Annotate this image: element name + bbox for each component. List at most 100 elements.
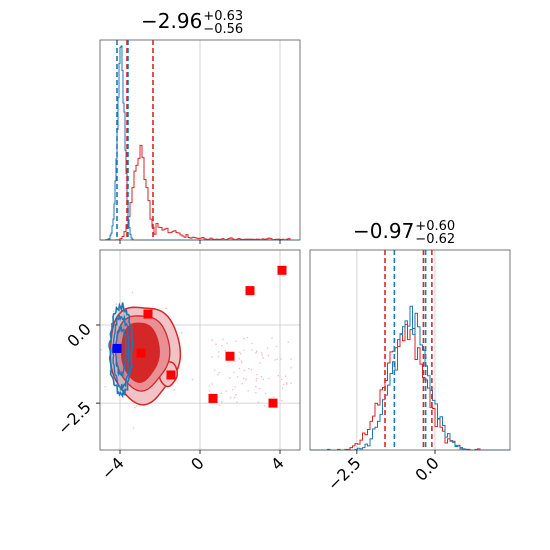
scatter-faint-point <box>266 347 269 350</box>
scatter-faint-point <box>135 405 138 407</box>
scatter-faint-point <box>262 357 265 359</box>
scatter-faint-point <box>239 353 242 355</box>
scatter-faint-point <box>290 366 293 369</box>
scatter-faint-point <box>233 396 236 399</box>
scatter-faint-point <box>173 389 175 391</box>
scatter-faint-point <box>208 385 210 387</box>
p2-red-histogram <box>310 323 510 451</box>
scatter-faint-point <box>256 373 258 376</box>
scatter-faint-point <box>238 358 240 360</box>
scatter-faint-point <box>112 310 115 313</box>
scatter-faint-point <box>251 342 253 345</box>
scatter-faint-point <box>211 383 213 385</box>
scatter-faint-point <box>255 385 257 388</box>
blue-contour-inner <box>114 323 127 377</box>
scatter-faint-point <box>235 340 238 343</box>
scatter-faint-point <box>191 378 194 381</box>
scatter-faint-point <box>208 390 211 392</box>
scatter-faint-point <box>240 361 243 364</box>
scatter-faint-point <box>243 337 245 340</box>
scatter-faint-point <box>220 392 223 394</box>
scatter-faint-point <box>267 377 270 380</box>
scatter-faint-point <box>260 375 263 378</box>
p12-xtick-label: 4 <box>267 453 288 474</box>
scatter-faint-point <box>245 378 247 381</box>
red-square-marker <box>245 286 255 296</box>
scatter-faint-point <box>236 376 239 378</box>
scatter-faint-point <box>290 382 292 384</box>
scatter-faint-point <box>247 390 249 392</box>
scatter-faint-point <box>256 377 258 380</box>
scatter-faint-point <box>262 378 265 381</box>
p2-xtick-label: −2.5 <box>324 453 365 494</box>
scatter-faint-point <box>132 427 135 429</box>
scatter-faint-point <box>217 356 220 358</box>
scatter-faint-point <box>213 369 216 372</box>
scatter-faint-point <box>104 385 106 388</box>
scatter-faint-point <box>281 387 284 390</box>
scatter-faint-point <box>255 391 257 394</box>
scatter-faint-point <box>238 351 241 353</box>
scatter-faint-point <box>218 371 221 374</box>
scatter-faint-point <box>259 362 262 364</box>
p1-grid <box>199 40 281 240</box>
scatter-faint-point <box>238 367 241 370</box>
scatter-faint-point <box>286 383 288 385</box>
p2-title: −0.97 +0.60 −0.62 <box>353 219 455 246</box>
scatter-faint-point <box>228 377 231 379</box>
p2-frame <box>309 249 511 451</box>
scatter-faint-point <box>234 386 236 388</box>
red-square-marker <box>277 265 287 275</box>
scatter-faint-point <box>280 399 283 402</box>
scatter-faint-point <box>225 390 228 392</box>
p1-title-plus: +0.63 <box>203 8 244 24</box>
scatter-faint-point <box>218 404 221 406</box>
scatter-faint-point <box>264 392 267 395</box>
p12-ytick-label: −2.5 <box>54 398 95 439</box>
scatter-faint-point <box>255 350 258 353</box>
scatter-faint-point <box>280 378 283 381</box>
scatter-faint-point <box>222 338 224 341</box>
scatter-faint-point <box>220 344 223 347</box>
scatter-faint-point <box>100 348 102 351</box>
scatter-faint-point <box>255 352 257 354</box>
p2-title-minus: −0.62 <box>415 231 456 247</box>
scatter-faint-point <box>250 368 253 371</box>
red-square-marker <box>166 370 176 380</box>
scatter-faint-point <box>248 367 250 370</box>
scatter-faint-point <box>229 396 232 399</box>
scatter-faint-point <box>243 369 246 372</box>
scatter-faint-point <box>274 359 276 361</box>
scatter-faint-point <box>233 360 236 363</box>
scatter-faint-point <box>217 373 219 376</box>
scatter-faint-point <box>165 307 168 310</box>
scatter-faint-point <box>218 351 220 353</box>
p1-title-minus: −0.56 <box>203 21 244 37</box>
scatter-faint-point <box>277 374 280 377</box>
scatter-faint-point <box>240 360 243 362</box>
scatter-faint-point <box>246 336 249 339</box>
scatter-faint-point <box>231 388 234 391</box>
red-square-marker <box>143 309 153 319</box>
scatter-faint-point <box>261 354 263 356</box>
scatter-faint-point <box>180 331 183 334</box>
scatter-faint-point <box>211 356 213 358</box>
p2-xtick-label: 0.0 <box>411 453 442 484</box>
scatter-faint-point <box>280 358 282 360</box>
p1-title: −2.96 +0.63 −0.56 <box>141 9 243 36</box>
scatter-faint-point <box>258 387 261 390</box>
red-square-marker <box>268 398 278 408</box>
scatter-faint-point <box>224 349 227 352</box>
scatter-faint-point <box>242 377 245 380</box>
p2-title-plus: +0.60 <box>415 218 456 234</box>
p2-blue-histogram <box>310 305 510 451</box>
scatter-faint-point <box>285 381 288 384</box>
scatter-faint-point <box>257 401 260 404</box>
scatter-faint-point <box>233 371 235 373</box>
scatter-faint-point <box>235 394 237 396</box>
p1-red-histogram <box>100 144 300 241</box>
scatter-faint-point <box>260 352 263 354</box>
scatter-faint-point <box>267 354 270 357</box>
